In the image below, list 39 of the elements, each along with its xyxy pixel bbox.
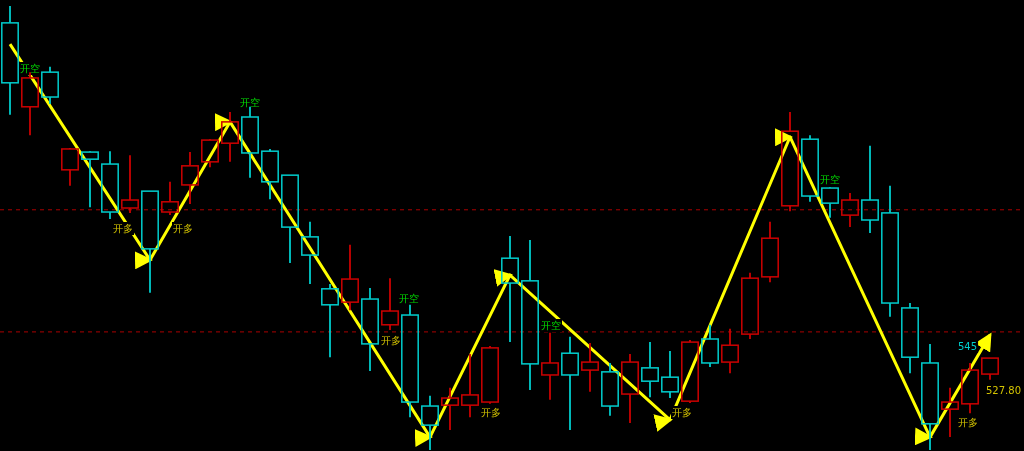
annotation: 开空 xyxy=(240,97,260,108)
candlestick xyxy=(601,362,619,417)
candlestick xyxy=(561,335,579,431)
annotation: 开空 xyxy=(20,63,40,74)
candlestick xyxy=(361,287,379,372)
candlestick xyxy=(881,184,899,318)
annotation: 开多 xyxy=(113,223,133,234)
annotation: 开多 xyxy=(672,407,692,418)
annotation: 527.80 xyxy=(986,385,1021,396)
annotation: 开多 xyxy=(958,417,978,428)
candlestick xyxy=(921,342,939,451)
candlestick xyxy=(641,341,659,399)
annotation: 545 xyxy=(958,341,978,352)
annotation: 开空 xyxy=(541,320,561,331)
candlestick xyxy=(621,353,639,424)
candlestick xyxy=(341,243,359,312)
candlestick xyxy=(861,144,879,234)
candlestick xyxy=(1,5,19,116)
candlestick xyxy=(181,151,199,205)
annotation: 开多 xyxy=(481,407,501,418)
candlestick xyxy=(581,342,599,393)
annotation: 开多 xyxy=(173,223,193,234)
candlestick xyxy=(961,362,979,415)
candlestick xyxy=(541,331,559,401)
annotation: 开空 xyxy=(399,293,419,304)
candlestick xyxy=(721,327,739,375)
candlestick xyxy=(421,394,439,451)
candlestick xyxy=(301,220,319,285)
candlestick xyxy=(221,111,239,163)
candlestick xyxy=(941,386,959,439)
candlestick xyxy=(661,350,679,399)
candlestick xyxy=(501,235,519,344)
candlestick xyxy=(101,150,119,221)
candlestick xyxy=(441,386,459,431)
candlestick xyxy=(841,192,859,229)
annotation: 开空 xyxy=(820,174,840,185)
annotation: 开多 xyxy=(381,335,401,346)
candlestick xyxy=(461,353,479,419)
candlestick xyxy=(521,239,539,391)
